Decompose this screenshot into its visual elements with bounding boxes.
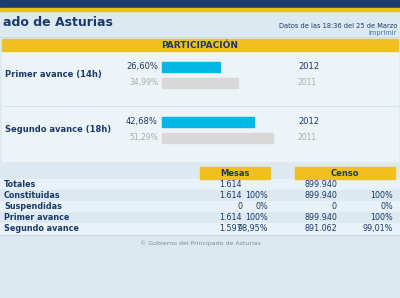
Text: 34,99%: 34,99% xyxy=(129,78,158,87)
Text: 0: 0 xyxy=(332,202,337,211)
Text: 2012: 2012 xyxy=(298,62,319,71)
Text: 99,01%: 99,01% xyxy=(363,224,393,233)
Text: Mesas: Mesas xyxy=(220,168,250,178)
Text: 42,68%: 42,68% xyxy=(126,117,158,126)
Text: 98,95%: 98,95% xyxy=(238,224,268,233)
Text: 0%: 0% xyxy=(255,202,268,211)
Text: 2011: 2011 xyxy=(298,78,317,87)
Bar xyxy=(2,39,398,51)
Bar xyxy=(200,167,270,179)
Text: Segundo avance: Segundo avance xyxy=(4,224,79,233)
Bar xyxy=(0,201,400,212)
Text: Datos de las 18:36 del 25 de Marzo: Datos de las 18:36 del 25 de Marzo xyxy=(279,23,397,29)
Text: Segundo avance (18h): Segundo avance (18h) xyxy=(5,125,111,134)
Text: 0%: 0% xyxy=(380,202,393,211)
Text: Primer avance: Primer avance xyxy=(4,213,69,222)
Text: 0: 0 xyxy=(237,202,242,211)
Text: 899.940: 899.940 xyxy=(304,180,337,189)
Text: 51,29%: 51,29% xyxy=(129,133,158,142)
Text: 899.940: 899.940 xyxy=(304,191,337,200)
Text: 891.062: 891.062 xyxy=(304,224,337,233)
Bar xyxy=(162,133,273,142)
Bar xyxy=(162,77,238,88)
Text: 26,60%: 26,60% xyxy=(126,62,158,71)
Text: 100%: 100% xyxy=(245,213,268,222)
Bar xyxy=(162,61,220,72)
Text: ado de Asturias: ado de Asturias xyxy=(3,15,113,29)
Text: Imprimir: Imprimir xyxy=(369,30,397,36)
Text: 100%: 100% xyxy=(370,213,393,222)
Text: Totales: Totales xyxy=(4,180,36,189)
Text: 1.614: 1.614 xyxy=(220,180,242,189)
Text: 1.597: 1.597 xyxy=(219,224,242,233)
Bar xyxy=(0,190,400,201)
Text: Primer avance (14h): Primer avance (14h) xyxy=(5,70,102,79)
Text: 1.614: 1.614 xyxy=(220,191,242,200)
Text: 2012: 2012 xyxy=(298,117,319,126)
Text: Censo: Censo xyxy=(331,168,359,178)
Bar xyxy=(0,8,400,11)
Bar xyxy=(0,223,400,234)
Bar xyxy=(0,179,400,190)
Bar xyxy=(162,117,254,126)
Text: Constituidas: Constituidas xyxy=(4,191,61,200)
Text: PARTICIPACIÓN: PARTICIPACIÓN xyxy=(162,41,238,49)
Bar xyxy=(0,212,400,223)
Text: © Gobierno del Principado de Asturias: © Gobierno del Principado de Asturias xyxy=(140,240,260,246)
Text: Suspendidas: Suspendidas xyxy=(4,202,62,211)
Bar xyxy=(0,0,400,8)
Text: 100%: 100% xyxy=(245,191,268,200)
Text: 100%: 100% xyxy=(370,191,393,200)
Text: 899.940: 899.940 xyxy=(304,213,337,222)
Bar xyxy=(2,51,398,161)
Text: 1.614: 1.614 xyxy=(220,213,242,222)
Text: 2011: 2011 xyxy=(298,133,317,142)
Bar xyxy=(295,167,395,179)
